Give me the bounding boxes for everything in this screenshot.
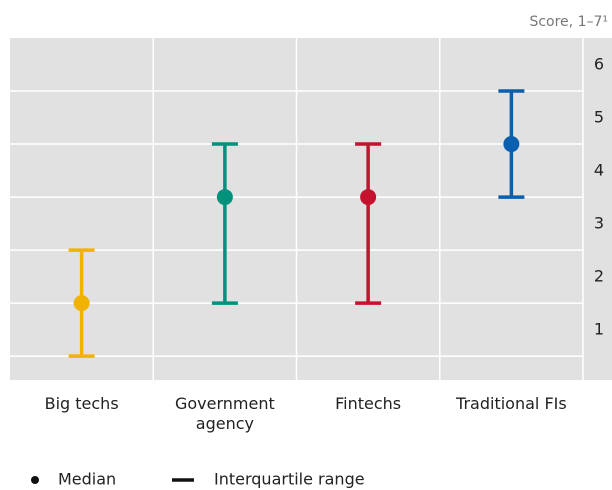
iqr-bar [211, 142, 238, 305]
median-dot [216, 189, 233, 206]
iqr-bar [355, 142, 382, 305]
median-dot [360, 189, 377, 206]
y-tick-label: 2 [594, 267, 604, 286]
y-tick-label: 4 [594, 161, 604, 180]
y-tick-label: 1 [594, 320, 604, 339]
median-dot [73, 295, 90, 312]
x-tick-label: Fintechs [335, 394, 402, 413]
y-tick-label: 3 [594, 214, 604, 233]
legend-marker [31, 476, 39, 484]
legend-label: Interquartile range [214, 470, 365, 489]
y-tick-label: 6 [594, 55, 604, 74]
x-tick-label: Government agency [174, 394, 275, 433]
x-tick-label: Traditional FIs [456, 394, 567, 413]
median-dot [503, 136, 520, 153]
x-tick-label: Big techs [44, 394, 119, 413]
y-axis-label: Score, 1–7¹ [529, 14, 608, 30]
y-tick-label: 5 [594, 108, 604, 127]
legend-label: Median [58, 470, 116, 489]
